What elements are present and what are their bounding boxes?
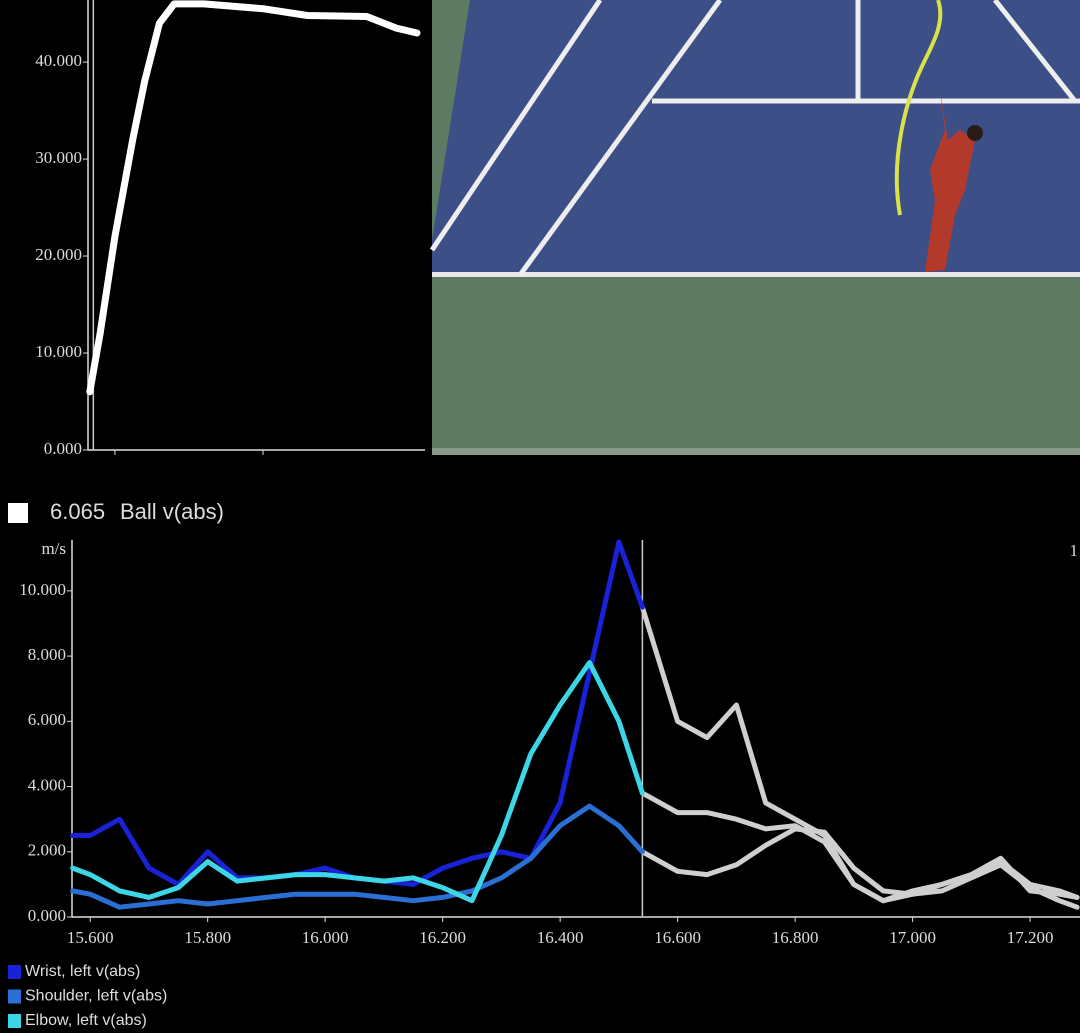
legend-swatch [8,1014,21,1028]
series-line-after-cursor [639,826,1080,910]
y-tick-label: 6.000 [28,710,66,729]
sideline [429,0,603,252]
cursor-value: 6.065 [50,499,105,524]
series-line-after-cursor [639,790,1080,904]
legend-label: Elbow, left v(abs) [25,1012,147,1029]
y-tick-label: 2.000 [28,841,66,860]
frame-edge [432,448,1080,455]
legend-swatch [8,965,21,979]
legend-label: Ball v(abs) [120,499,224,524]
x-tick-label: 17.200 [1007,928,1054,947]
x-tick-label: 15.600 [67,928,114,947]
court [432,0,1080,275]
y-tick-label: 30.000 [35,148,82,167]
y-tick-label: 20.000 [35,245,82,264]
x-tick-label: 16.800 [772,928,819,947]
x-tick-label: 16.000 [302,928,349,947]
ball-chart: 0.00010.00020.00030.00040.00016.55016.60… [35,0,425,458]
legend-swatch [8,503,28,523]
series-line [70,803,645,910]
ball-trail [894,0,943,216]
corner-label: 1 [1070,541,1079,560]
x-tick-label: 15.800 [184,928,231,947]
y-tick-label: 8.000 [28,645,66,664]
baseline [432,272,1080,277]
y-tick-label: 10.000 [35,342,82,361]
legend-label: Shoulder, left v(abs) [25,988,167,1005]
x-tick-label: 17.000 [889,928,936,947]
y-tick-label: 40.000 [35,51,82,70]
x-tick-label: 16.600 [654,928,701,947]
x-tick-label: 16.200 [419,928,466,947]
video-frame [429,0,1080,455]
series-line [70,660,645,904]
series-line [86,0,421,396]
joint-chart: 0.000 2.000 4.000 6.000 8.000 10.000 15.600 15.… [19,539,1080,947]
player [925,90,975,272]
y-tick-label: 4.000 [28,775,66,794]
y-tick-label: 10.000 [19,580,66,599]
legend-label: Wrist, left v(abs) [25,963,140,980]
player-head [967,125,983,141]
y-axis-label: m/s [41,539,66,558]
sideline [517,0,723,277]
sideline [993,0,1077,103]
y-tick-label: 0.000 [28,906,66,925]
y-tick-label: 0.000 [44,439,82,458]
x-tick-label: 16.400 [537,928,584,947]
legend-swatch [8,989,21,1004]
